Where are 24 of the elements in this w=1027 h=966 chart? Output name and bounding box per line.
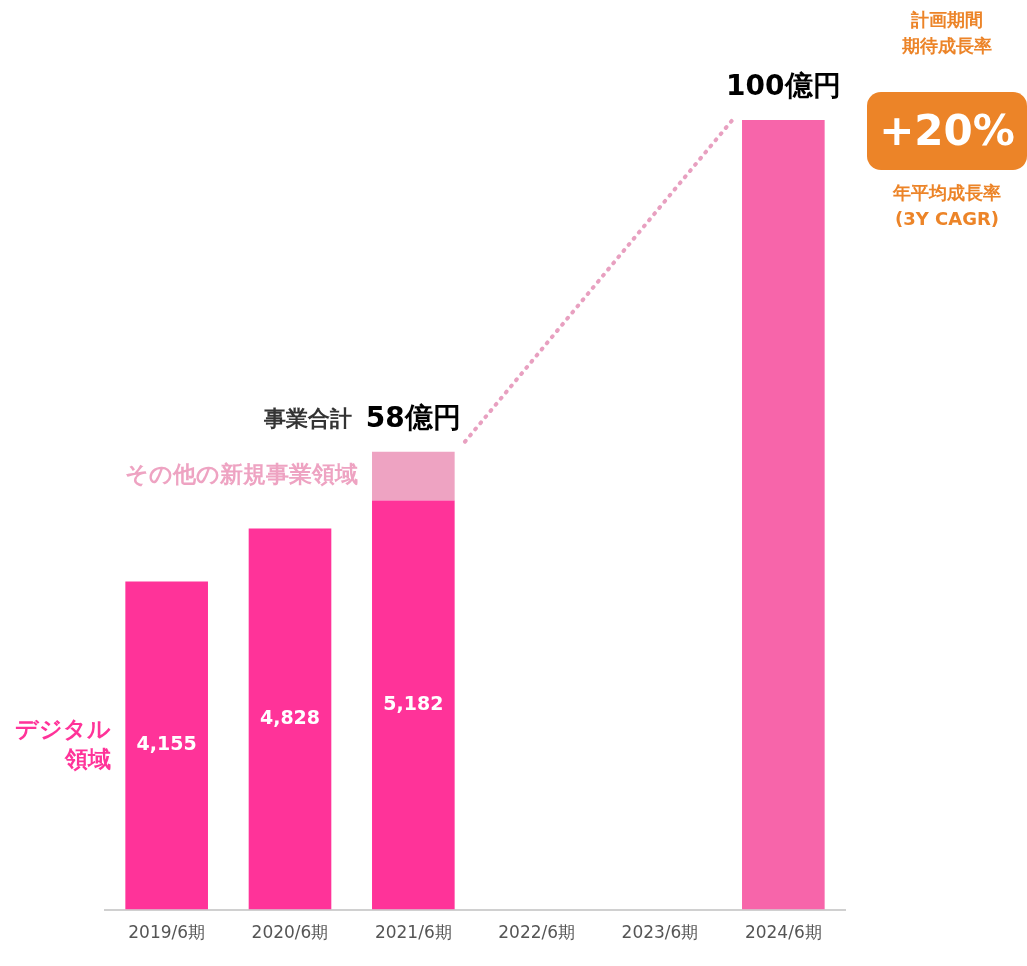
text: 計画期間 [910, 8, 984, 32]
text: (3Y CAGR) [893, 207, 1001, 231]
annotation: 事業合計 [262, 406, 352, 432]
bar [372, 500, 455, 910]
x-tick-label: 2020/6期 [251, 922, 329, 943]
x-tick-label: 2024/6期 [744, 922, 822, 943]
bar [372, 451, 455, 501]
data-label: 5,182 [383, 691, 444, 714]
text: 期待成長率 [901, 34, 993, 58]
text: +20% [867, 92, 1027, 170]
data-label: 4,155 [136, 732, 197, 755]
bar [248, 528, 332, 910]
data-label: 4,828 [259, 705, 321, 728]
x-tick-label: 2021/6期 [374, 922, 452, 943]
x-tick-label: 2022/6期 [498, 922, 576, 943]
bar [742, 120, 825, 910]
x-tick-label: 2023/6期 [621, 922, 699, 943]
series-label: その他の新規事業領域 [125, 461, 359, 487]
x-tick-label: 2019/6期 [128, 922, 206, 943]
annotation: 100億円 [726, 69, 841, 103]
series-label: デジタル領域 [15, 715, 112, 772]
annotation: 58億円 [365, 400, 461, 434]
text: 年平均成長率 [892, 181, 1002, 205]
bar [125, 581, 208, 910]
